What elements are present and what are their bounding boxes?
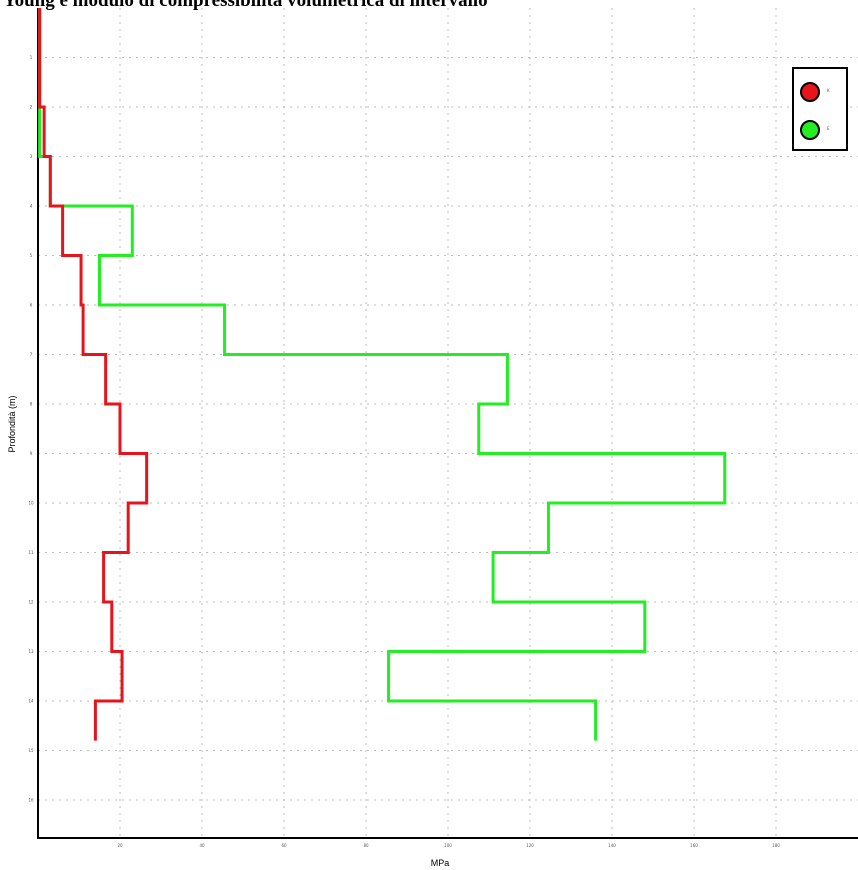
grid-lines	[38, 8, 858, 838]
y-tick-label: 1	[30, 55, 33, 60]
x-tick-label: 40	[199, 843, 205, 848]
chart-title: Young e modulo di compressibilità volume…	[3, 0, 488, 11]
legend-label-e: E	[827, 126, 830, 131]
y-tick-label: 15	[28, 748, 34, 753]
legend-label-k: K	[827, 88, 830, 93]
y-tick-label: 7	[30, 352, 33, 357]
y-axis-label: Profondità (m)	[7, 395, 17, 452]
legend-entry-e: E	[800, 120, 844, 144]
series-lines	[38, 8, 727, 741]
x-tick-label: 160	[690, 843, 698, 848]
x-axis-label: MPa	[431, 858, 450, 868]
y-tick-label: 10	[28, 501, 34, 506]
legend-marker-e	[800, 120, 820, 140]
y-tick-label: 14	[28, 699, 34, 704]
y-tick-label: 4	[30, 204, 33, 209]
y-tick-label: 2	[30, 105, 33, 110]
x-tick-label: 180	[772, 843, 780, 848]
x-tick-label: 140	[608, 843, 616, 848]
y-tick-label: 12	[28, 600, 34, 605]
y-tick-label: 3	[30, 154, 33, 159]
chart-axes	[37, 8, 858, 839]
series-line-k	[38, 8, 149, 741]
legend-entry-k: K	[800, 82, 844, 106]
x-tick-label: 100	[444, 843, 452, 848]
series-line-e	[38, 8, 727, 741]
legend-marker-k	[800, 82, 820, 102]
y-tick-label: 11	[28, 550, 34, 555]
y-tick-label: 13	[28, 649, 34, 654]
y-tick-label: 8	[30, 402, 33, 407]
x-tick-label: 20	[117, 843, 123, 848]
x-tick-labels: 20 40 60 80 100 120 140 160 180	[117, 843, 780, 848]
y-tick-label: 6	[30, 303, 33, 308]
y-tick-label: 16	[28, 798, 34, 803]
x-tick-label: 120	[526, 843, 534, 848]
x-tick-label: 60	[281, 843, 287, 848]
y-tick-label: 5	[30, 253, 33, 258]
y-tick-label: 9	[30, 451, 33, 456]
legend: K E	[792, 67, 848, 151]
x-tick-label: 80	[363, 843, 369, 848]
